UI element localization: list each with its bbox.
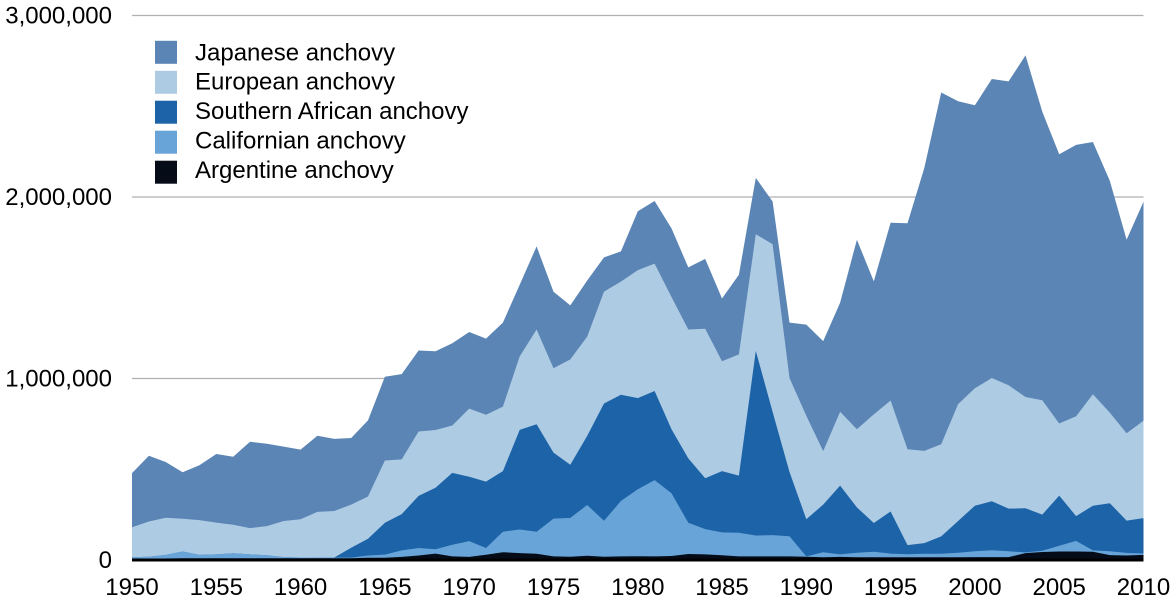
svg-text:1995: 1995 (864, 574, 917, 601)
svg-text:1990: 1990 (780, 574, 833, 601)
svg-text:1,000,000: 1,000,000 (5, 366, 112, 393)
svg-text:1980: 1980 (611, 574, 664, 601)
svg-text:2000: 2000 (948, 574, 1001, 601)
svg-text:0: 0 (99, 547, 112, 574)
svg-text:Japanese anchovy: Japanese anchovy (195, 39, 395, 66)
svg-text:1950: 1950 (105, 574, 158, 601)
svg-text:Californian anchovy: Californian anchovy (195, 128, 406, 155)
svg-text:1960: 1960 (274, 574, 327, 601)
svg-text:1985: 1985 (695, 574, 748, 601)
svg-text:2005: 2005 (1033, 574, 1086, 601)
svg-text:1975: 1975 (527, 574, 580, 601)
svg-text:1955: 1955 (190, 574, 243, 601)
svg-text:2010: 2010 (1117, 574, 1170, 601)
svg-text:3,000,000: 3,000,000 (5, 3, 112, 30)
svg-text:1970: 1970 (443, 574, 496, 601)
svg-text:Southern African anchovy: Southern African anchovy (195, 98, 469, 125)
svg-text:European anchovy: European anchovy (195, 69, 395, 96)
svg-text:Argentine anchovy: Argentine anchovy (195, 157, 394, 184)
svg-text:1965: 1965 (358, 574, 411, 601)
svg-text:2,000,000: 2,000,000 (5, 184, 112, 211)
